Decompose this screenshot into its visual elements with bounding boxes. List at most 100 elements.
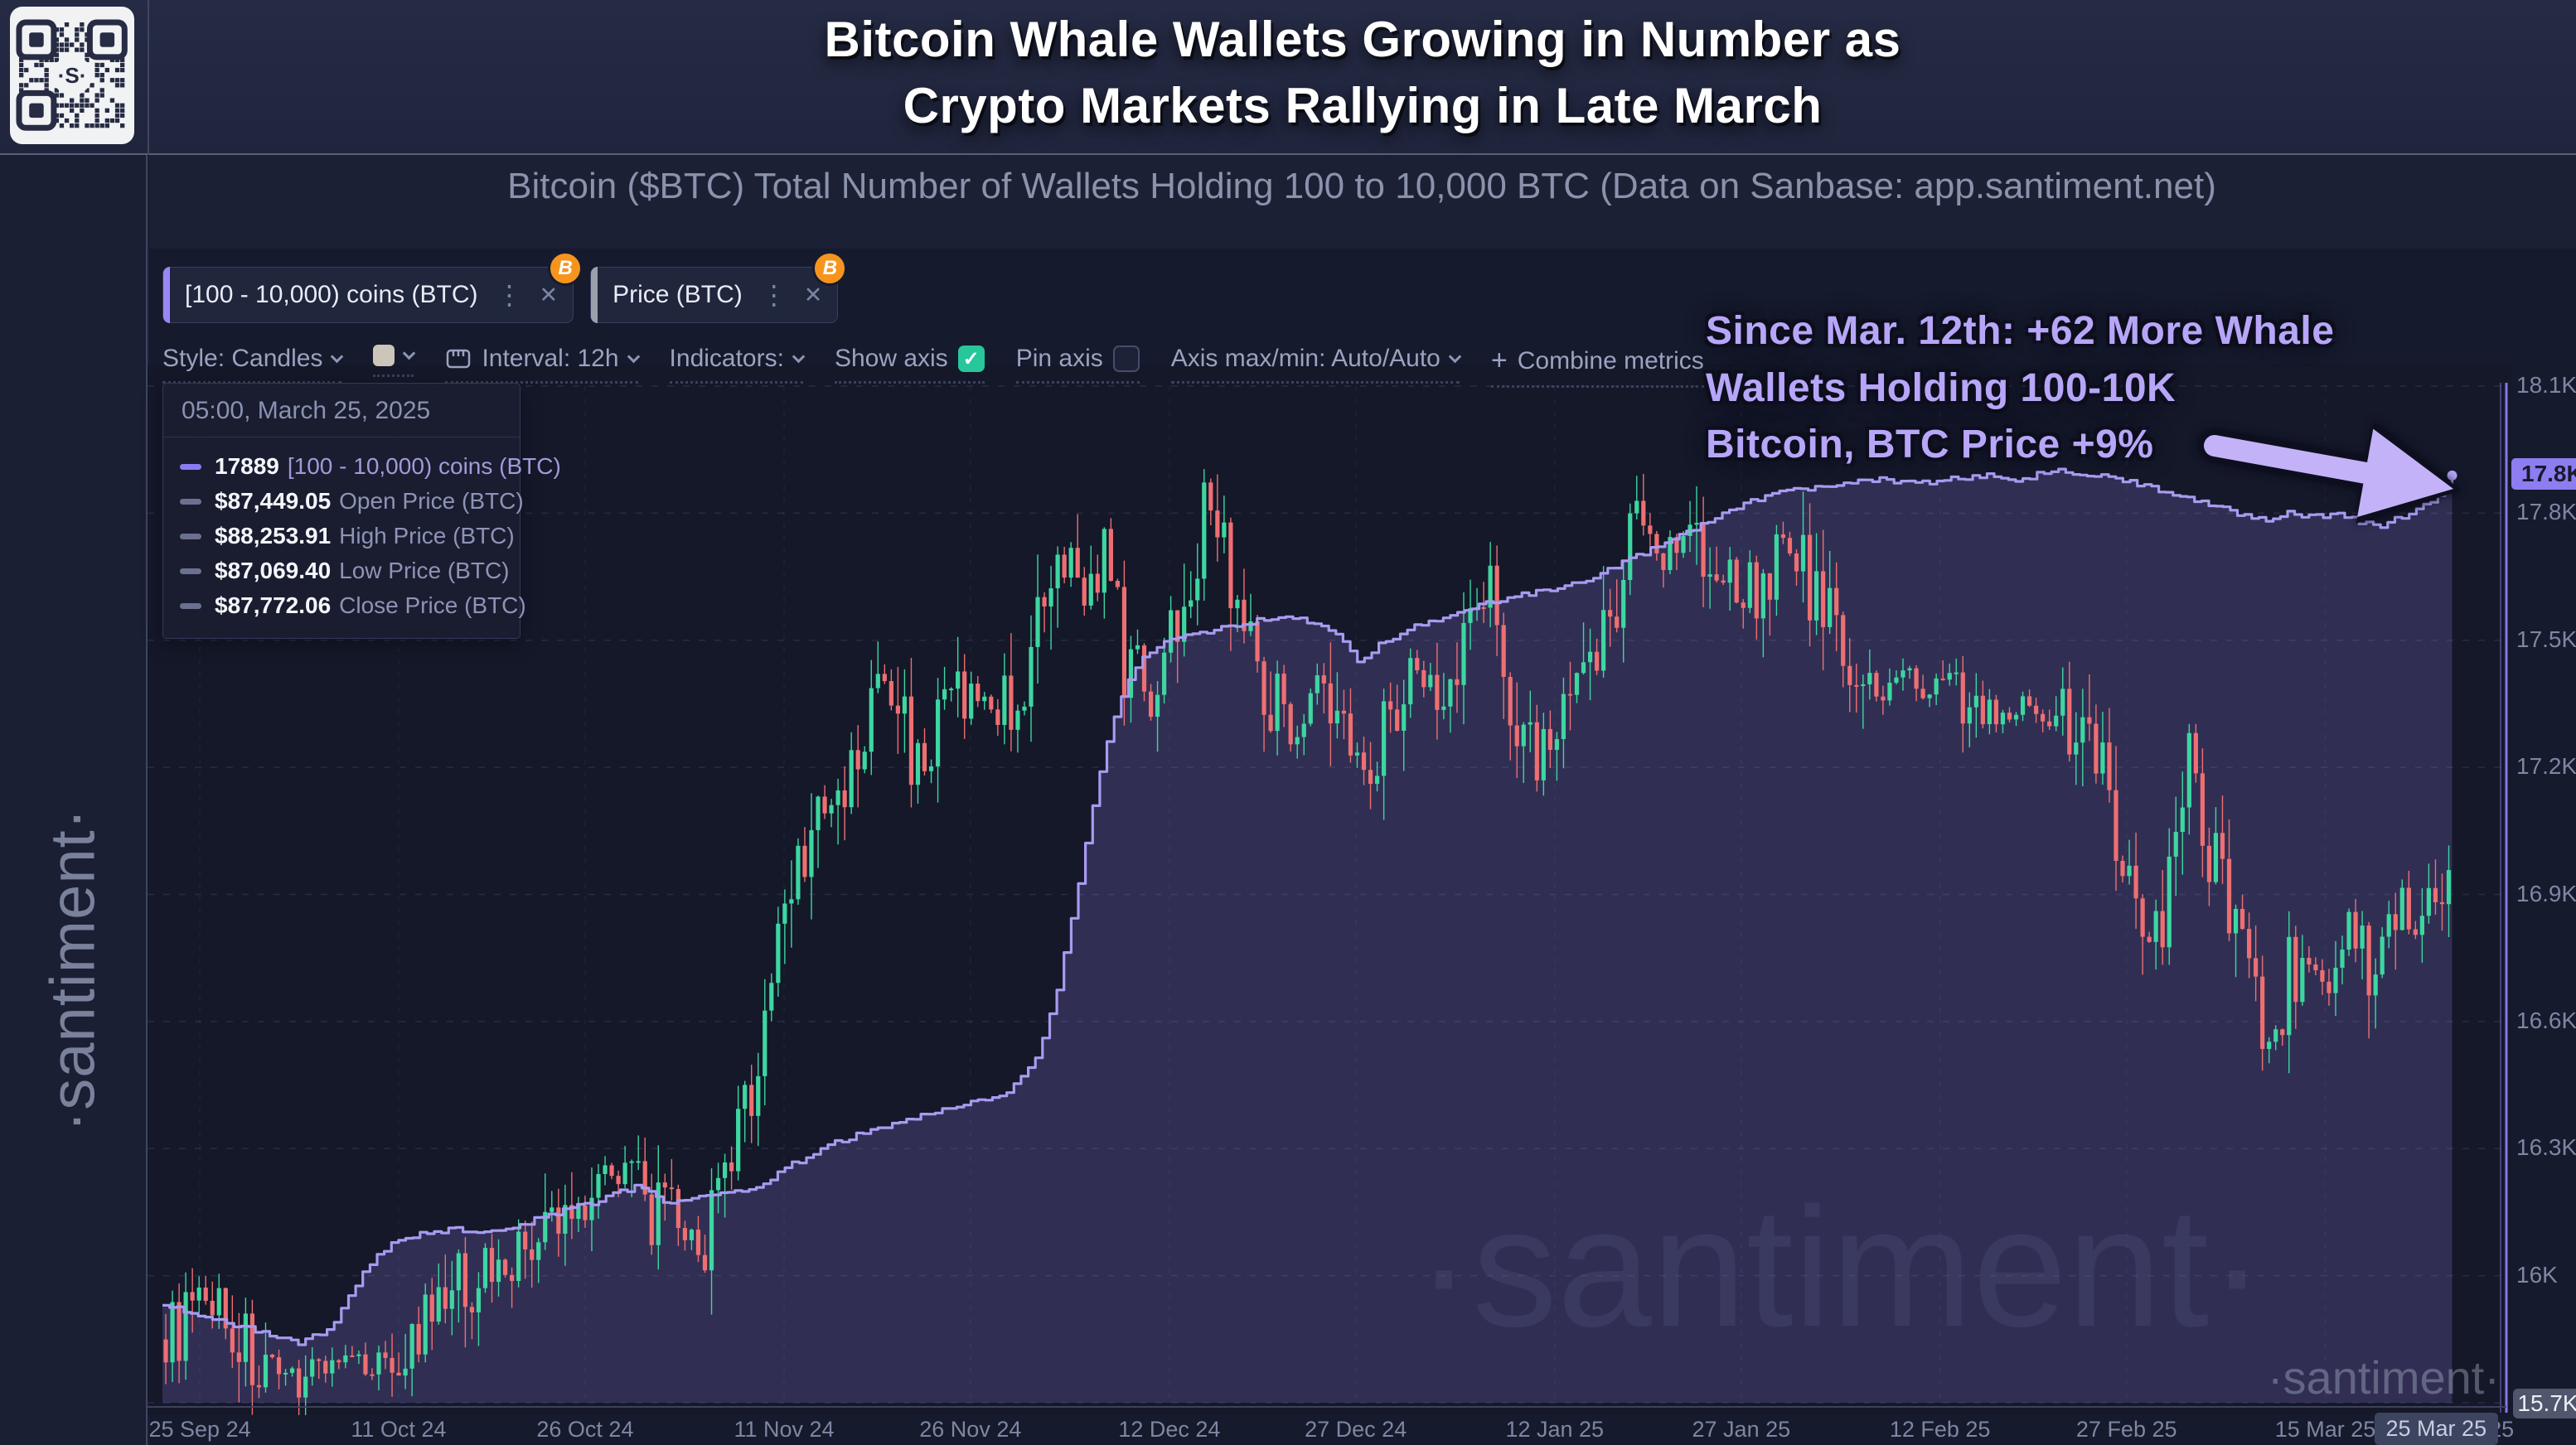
tooltip-value: $88,253.91 [215,523,332,549]
tooltip-label: Open Price (BTC) [339,488,524,514]
annotation-text-line: Bitcoin, BTC Price +9% [1706,423,2154,467]
x-tick-label: 11 Oct 24 [351,1417,447,1442]
y-tick-label: 16K [2516,1261,2558,1288]
tooltip-value: $87,449.05 [215,488,332,514]
style-label: Style: Candles [162,345,323,372]
bitcoin-badge-icon: B [812,251,848,286]
sidebar-watermark: ·santiment· [37,807,109,1133]
page-title: Bitcoin Whale Wallets Growing in Number … [249,7,2477,139]
tooltip-row: $87,772.06 Close Price (BTC) [163,588,526,623]
color-swatch [373,345,395,366]
tooltip-value: $87,772.06 [215,592,332,618]
tooltip-row: $88,253.91 High Price (BTC) [163,519,520,553]
x-tick-label: 11 Nov 24 [734,1417,835,1442]
title-line-2: Crypto Markets Rallying in Late March [903,77,1823,133]
axis-maxmin-dropdown[interactable]: Axis max/min: Auto/Auto [1170,345,1462,384]
combine-metrics-button[interactable]: + Combine metrics [1490,345,1704,388]
pin-axis-checkbox[interactable] [1112,346,1140,372]
interval-label: Interval: 12h [482,345,619,372]
combine-metrics-label: Combine metrics [1517,346,1704,375]
annotation-text-line: Wallets Holding 100-10K [1706,365,2177,410]
x-tick-label: 12 Feb 25 [1889,1417,1991,1442]
tooltip-row: $87,069.40 Low Price (BTC) [163,553,520,588]
tooltip-timestamp: 05:00, March 25, 2025 [163,384,520,437]
metric-tabs: [100 - 10,000) coins (BTC) ⋮ ✕ B Price (… [162,251,848,323]
plus-icon: + [1490,345,1508,376]
y-tick-label: 15.7K [2513,1389,2576,1418]
tooltip-value: $87,069.40 [215,558,332,583]
tooltip-row: 17889 [100 - 10,000) coins (BTC) [163,449,561,484]
show-axis-checkbox[interactable]: ✓ [957,346,985,372]
tab-label: Price (BTC) [613,281,743,308]
x-tick-label: 12 Dec 24 [1118,1417,1221,1442]
axis-maxmin-label: Axis max/min: Auto/Auto [1170,345,1441,372]
hover-tooltip: 05:00, March 25, 2025 17889 [100 - 10,000… [162,383,561,639]
x-tick-label: 12 Jan 25 [1505,1417,1605,1442]
y-tick-label: 16.3K [2516,1134,2576,1161]
series-dash-icon [180,602,201,609]
series-dash-icon [180,498,201,505]
series-dash-icon [180,533,201,539]
tooltip-label: Close Price (BTC) [339,592,526,618]
color-swatch-dropdown[interactable] [373,345,416,377]
pin-axis-toggle[interactable]: Pin axis [1015,345,1140,384]
close-icon[interactable]: ✕ [539,282,559,307]
candlestick-series [163,469,2452,1415]
tooltip-label: High Price (BTC) [339,523,515,549]
series-dash-icon [180,568,201,574]
sidebar: ·santiment· [0,155,148,1445]
tooltip-label: Low Price (BTC) [339,558,510,583]
chevron-down-icon [403,346,416,360]
tooltip-label: [100 - 10,000) coins (BTC) [287,453,561,479]
annotation-arrow [2199,422,2462,524]
bitcoin-badge-icon: B [548,251,583,286]
x-tick-label: 27 Jan 25 [1692,1417,1791,1442]
tab-accent-bar [591,267,598,323]
chevron-down-icon [331,350,344,363]
y-tick-label: 16.6K [2516,1007,2576,1033]
pin-axis-label: Pin axis [1015,345,1103,372]
series-dash-icon [180,463,201,470]
ruler-icon [447,349,471,369]
indicators-dropdown[interactable]: Indicators: [669,345,806,384]
tab-wallet-metric[interactable]: [100 - 10,000) coins (BTC) ⋮ ✕ B [162,251,583,323]
chevron-down-icon [1448,350,1462,363]
svg-text:·S·: ·S· [58,63,87,88]
header: Bitcoin Whale Wallets Growing in Number … [0,0,2576,155]
annotation-text-line: Since Mar. 12th: +62 More Whale [1706,309,2335,353]
y-tick-label: 16.9K [2516,880,2576,906]
indicators-label: Indicators: [669,345,784,372]
show-axis-toggle[interactable]: Show axis ✓ [834,345,985,384]
wallet-value-axis-badge: 17.8K [2511,457,2576,490]
tooltip-value: 17889 [215,453,279,479]
wallet-line-end-dot [2447,470,2457,481]
x-tick-label: 27 Feb 25 [2075,1417,2177,1442]
x-tick-label: 15 Mar 25 [2274,1417,2376,1442]
y-tick-label: 17.5K [2516,626,2576,652]
annotation-callout: Since Mar. 12th: +62 More Whale Wallets H… [1706,303,2334,474]
x-tick-label: 25 Sep 24 [148,1417,251,1442]
center-watermark: ·santiment· [1416,1172,2265,1362]
interval-dropdown[interactable]: Interval: 12h [445,345,640,384]
chart-toolbar: Style: Candles Interval: 12h Indicators:… [162,345,1704,388]
x-tick-label: 26 Nov 24 [919,1417,1022,1442]
wallet-line [162,467,2454,1346]
tab-label: [100 - 10,000) coins (BTC) [185,281,478,308]
kebab-menu-icon[interactable]: ⋮ [496,280,523,310]
chevron-down-icon [627,350,640,363]
wallet-area-fill [162,469,2453,1403]
crosshair-date-badge: 25 Mar 25 [2374,1413,2499,1445]
style-dropdown[interactable]: Style: Candles [162,345,344,384]
title-line-1: Bitcoin Whale Wallets Growing in Number … [824,12,1901,67]
y-tick-label: 17.2K [2516,753,2576,780]
chart-subtitle: Bitcoin ($BTC) Total Number of Wallets H… [507,166,2216,206]
y-tick-label: 17.8K [2516,499,2576,525]
tab-price-metric[interactable]: Price (BTC) ⋮ ✕ B [590,251,848,323]
kebab-menu-icon[interactable]: ⋮ [760,280,787,310]
close-icon[interactable]: ✕ [803,282,823,307]
show-axis-label: Show axis [834,345,948,372]
chart-canvas[interactable]: ·santiment··santiment· [148,365,2511,1415]
y-tick-label: 18.1K [2516,372,2576,398]
x-tick-label: 26 Oct 24 [536,1417,634,1442]
